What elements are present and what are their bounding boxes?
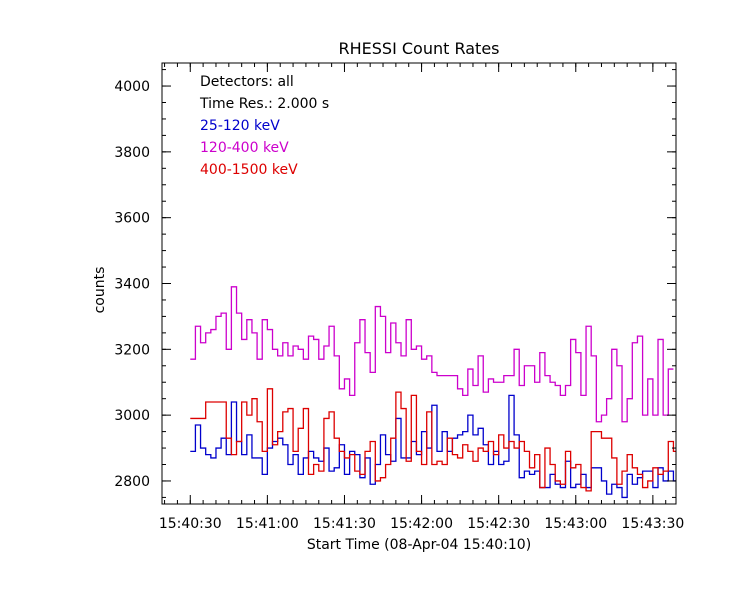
annotation-time-resolution: Time Res.: 2.000 s: [199, 96, 329, 112]
x-tick-label: 15:43:00: [544, 516, 607, 532]
y-axis-label: counts: [92, 267, 108, 314]
legend-entry-120-400: 120-400 keV: [200, 140, 289, 156]
y-tick-label: 4000: [114, 79, 150, 95]
x-tick-label: 15:41:00: [236, 516, 299, 532]
tick-layer: 15:40:30 15:41:00 15:41:30 15:42:00 15:42:30…: [114, 63, 684, 532]
legend-entry-400-1500: 400-1500 keV: [200, 162, 298, 178]
x-tick-label: 15:43:30: [621, 516, 684, 532]
series-layer: [190, 286, 676, 499]
legend-entry-25-120: 25-120 keV: [200, 118, 280, 134]
series-line-400-1500-kev: [190, 388, 676, 492]
y-tick-label: 3600: [114, 211, 150, 227]
y-tick-label: 3400: [114, 277, 150, 293]
plot-frame: [161, 62, 677, 505]
y-tick-label: 3000: [114, 408, 150, 424]
x-axis-label: Start Time (08-Apr-04 15:40:10): [307, 537, 531, 553]
annotation-detectors: Detectors: all: [200, 74, 294, 90]
x-tick-label: 15:41:30: [313, 516, 376, 532]
series-line-25-120-kev: [190, 394, 676, 499]
x-tick-label: 15:42:00: [390, 516, 453, 532]
y-tick-label: 3200: [114, 342, 150, 358]
y-tick-label: 2800: [114, 474, 150, 490]
x-tick-label: 15:42:30: [467, 516, 530, 532]
x-tick-label: 15:40:30: [159, 516, 222, 532]
series-line-120-400-kev: [190, 286, 674, 423]
y-tick-label: 3800: [114, 145, 150, 161]
chart-title: RHESSI Count Rates: [339, 39, 500, 58]
